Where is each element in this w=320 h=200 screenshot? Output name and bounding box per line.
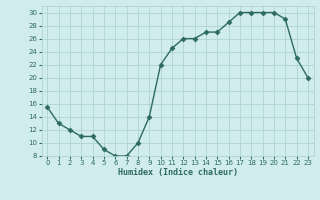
X-axis label: Humidex (Indice chaleur): Humidex (Indice chaleur)	[118, 168, 237, 177]
